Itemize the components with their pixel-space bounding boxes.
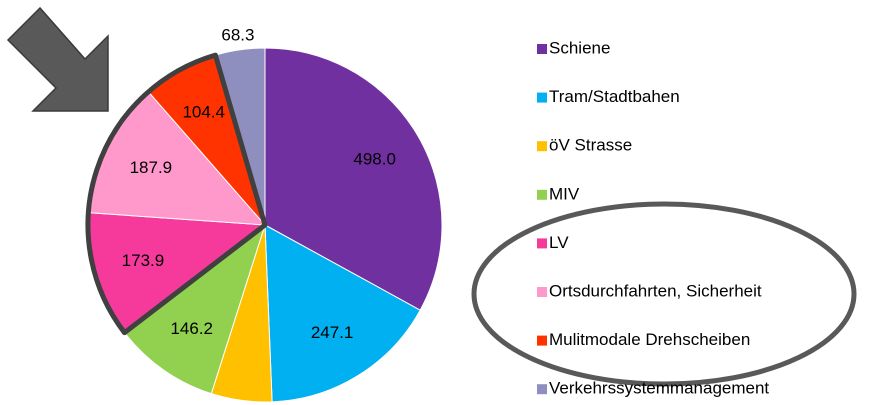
pie-slice bbox=[264, 224, 421, 403]
pie-slice bbox=[123, 223, 266, 395]
legend-label: Verkehrssystemmanagement bbox=[549, 379, 769, 398]
legend-label: Schiene bbox=[549, 38, 610, 57]
legend-swatch bbox=[537, 287, 547, 297]
legend-swatch bbox=[537, 384, 547, 395]
legend-label: Ortsdurchfahrten, Sicherheit bbox=[549, 281, 762, 300]
legend-swatch bbox=[537, 141, 547, 152]
legend-swatch bbox=[537, 238, 547, 249]
legend-label: Mulitmodale Drehscheiben bbox=[549, 330, 750, 349]
legend-swatch bbox=[537, 44, 547, 54]
arrow bbox=[6, 6, 109, 112]
legend-label: MIV bbox=[549, 184, 580, 203]
data-label: 104.4 bbox=[182, 103, 225, 122]
legend-label: Tram/Stadtbahen bbox=[549, 87, 680, 106]
data-label: 187.9 bbox=[130, 158, 173, 177]
legend-swatch bbox=[537, 189, 547, 200]
data-label: 83.7 bbox=[223, 404, 256, 405]
highlight-ellipse bbox=[471, 201, 857, 387]
data-label: 173.9 bbox=[122, 251, 165, 270]
highlight-outline bbox=[85, 52, 268, 336]
data-label: 68.3 bbox=[221, 25, 254, 44]
legend-label: öV Strasse bbox=[549, 136, 632, 155]
pie-slice bbox=[264, 47, 443, 311]
data-label: 146.2 bbox=[170, 319, 213, 338]
data-label: 247.1 bbox=[311, 323, 354, 342]
legend-swatch bbox=[537, 92, 547, 103]
data-label: 498.0 bbox=[353, 150, 396, 169]
legend-label: LV bbox=[549, 233, 569, 252]
legend-swatch bbox=[537, 335, 547, 346]
